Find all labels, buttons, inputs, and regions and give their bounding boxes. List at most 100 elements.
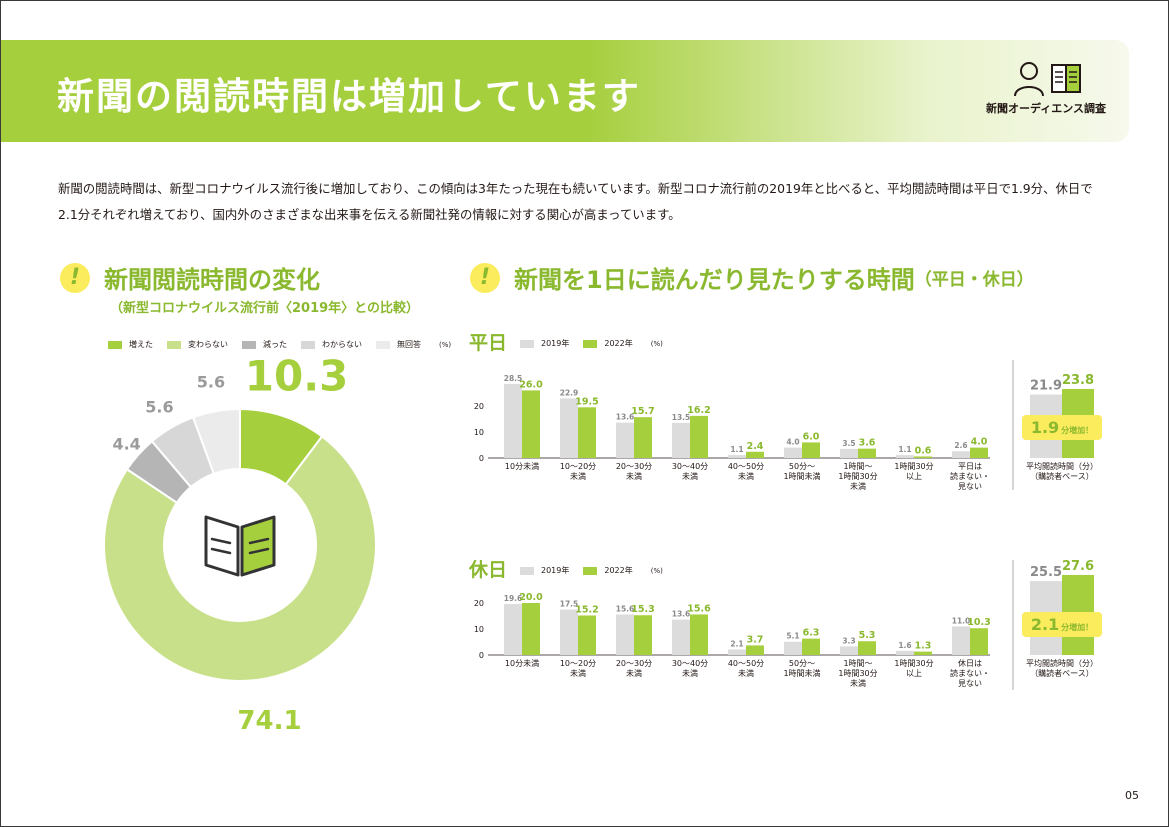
bar-value-label-2019: 2.1 [730, 640, 743, 649]
bar-2022 [970, 447, 988, 458]
donut-legend-item: わからない [301, 339, 362, 350]
donut-legend-item: 減った [242, 339, 287, 350]
average-label: 平均閲読時間（分）（購読者ベース） [1026, 658, 1098, 678]
bar-legend-item: 2022年 [583, 338, 633, 349]
bar-2022 [858, 641, 876, 655]
bar-value-label-2019: 22.9 [560, 388, 579, 397]
category-label: 休日は読まない・見ない [950, 658, 990, 688]
bar-value-label-2022: 5.3 [859, 630, 876, 641]
bar-value-label-2019: 4.0 [786, 438, 799, 447]
y-tick-label: 10 [474, 625, 484, 634]
bar-2019 [616, 422, 634, 458]
y-tick-label: 0 [479, 651, 484, 660]
bar-value-label-2019: 13.6 [672, 610, 691, 619]
bar-2019 [896, 650, 914, 655]
average-value-2019: 25.5 [1030, 565, 1062, 580]
bar-value-label-2019: 1.1 [730, 445, 743, 454]
donut-value-label: 10.3 [244, 351, 349, 401]
average-value-2022: 23.8 [1062, 373, 1094, 388]
page-number: 05 [1125, 789, 1139, 802]
donut-legend-item: 無回答 [376, 339, 421, 350]
bar-value-label-2019: 13.5 [672, 413, 691, 422]
intro-line-2: 2.1分それぞれ増えており、国内外のさまざまな出来事を伝える新聞社発の情報に対す… [58, 207, 681, 222]
bar-2019 [728, 649, 746, 655]
increase-badge [1022, 415, 1102, 440]
legend-unit: (%) [650, 566, 663, 575]
legend-swatch [301, 340, 315, 349]
bar-value-label-2019: 19.6 [504, 594, 523, 603]
left-section-heading: ! 新聞閲読時間の変化 [60, 260, 320, 295]
legend-swatch [583, 339, 598, 348]
bar-value-label-2022: 15.2 [575, 604, 598, 615]
donut-value-label: 5.6 [145, 397, 174, 417]
bar-value-label-2022: 4.0 [971, 437, 988, 448]
legend-label: 増えた [129, 340, 153, 349]
bar-value-label-2019: 5.1 [786, 632, 799, 641]
average-value-2022: 27.6 [1062, 560, 1094, 574]
bar-2022 [634, 615, 652, 655]
bar-value-label-2019: 11.0 [952, 616, 971, 625]
holiday-bar-chart: 0102019.620.010分未満17.515.210～20分未満15.615… [474, 560, 1102, 690]
legend-label: 2019年 [541, 339, 570, 348]
y-tick-label: 10 [474, 428, 484, 437]
category-label: 50分～ 1時間未満 [783, 659, 820, 678]
bar-value-label-2022: 19.5 [575, 396, 598, 407]
reader-with-newspaper-icon [1014, 62, 1081, 97]
bar-2019 [952, 451, 970, 458]
bar-2019 [504, 383, 522, 458]
page-title: 新聞の閲読時間は増加しています [57, 75, 641, 118]
y-tick-label: 20 [474, 599, 484, 608]
y-tick-label: 0 [479, 454, 484, 463]
intro-line-1: 新聞の閲読時間は、新型コロナウイルス流行後に増加しており、この傾向は3年たった現… [58, 181, 1093, 196]
bar-2022 [802, 442, 820, 458]
bar-value-label-2022: 26.0 [519, 379, 543, 390]
legend-label: 減った [263, 340, 287, 349]
donut-legend-item: 変わらない [167, 339, 228, 350]
survey-logo-text: 新聞オーディエンス調査 [985, 102, 1106, 115]
bar-2019 [672, 422, 690, 458]
bar-2019 [896, 455, 914, 458]
legend-swatch [242, 340, 256, 349]
bar-2019 [728, 455, 746, 458]
legend-swatch [108, 340, 122, 349]
bar-2019 [504, 604, 522, 655]
category-label: 40～50分未満 [728, 462, 764, 481]
donut-value-label: 74.1 [237, 705, 302, 736]
weekday-legend: 2019年 2022年 (%) [520, 338, 663, 349]
legend-label: 変わらない [188, 340, 228, 349]
intro-paragraph: 新聞の閲読時間は、新型コロナウイルス流行後に増加しており、この傾向は3年たった現… [58, 176, 1118, 228]
left-section-subtitle: （新型コロナウイルス流行前〈2019年〉との比較） [110, 301, 420, 316]
legend-label: わからない [322, 340, 362, 349]
holiday-panel-label: 休日 [469, 559, 508, 581]
donut-slice [191, 407, 241, 475]
bar-2022 [914, 651, 932, 655]
bar-value-label-2022: 3.6 [859, 438, 876, 449]
bar-value-label-2022: 15.6 [687, 603, 711, 614]
average-value-2019: 21.9 [1030, 378, 1062, 393]
category-label: 10分未満 [505, 461, 539, 471]
category-label: 10～20分未満 [560, 659, 596, 678]
bar-value-label-2022: 15.3 [631, 604, 654, 615]
bar-value-label-2022: 20.0 [519, 592, 543, 603]
donut-slice [103, 435, 377, 682]
legend-swatch [583, 566, 598, 575]
category-label: 平日は読まない・見ない [950, 462, 990, 491]
bar-value-label-2022: 6.3 [803, 628, 820, 639]
increase-badge-text: 1.9 分増加！ [1031, 418, 1093, 437]
category-label: 1時間30分以上 [894, 659, 933, 678]
category-label: 1時間～ 1時間30分未満 [838, 659, 877, 688]
left-section-title: 新聞閲読時間の変化 [104, 266, 320, 294]
exclamation-icon: ! [60, 262, 90, 293]
donut-value-label: 5.6 [196, 372, 226, 392]
legend-swatch [520, 566, 534, 575]
bar-2019 [840, 646, 858, 655]
bar-value-label-2019: 3.3 [842, 636, 855, 645]
bar-value-label-2022: 3.7 [747, 634, 764, 645]
bar-2019 [784, 447, 802, 458]
bar-2022 [522, 603, 540, 655]
bar-2019 [560, 398, 578, 458]
bar-2022 [578, 407, 596, 458]
bar-2022 [746, 451, 764, 458]
legend-label: 無回答 [397, 340, 421, 349]
bar-value-label-2019: 2.6 [954, 441, 967, 450]
